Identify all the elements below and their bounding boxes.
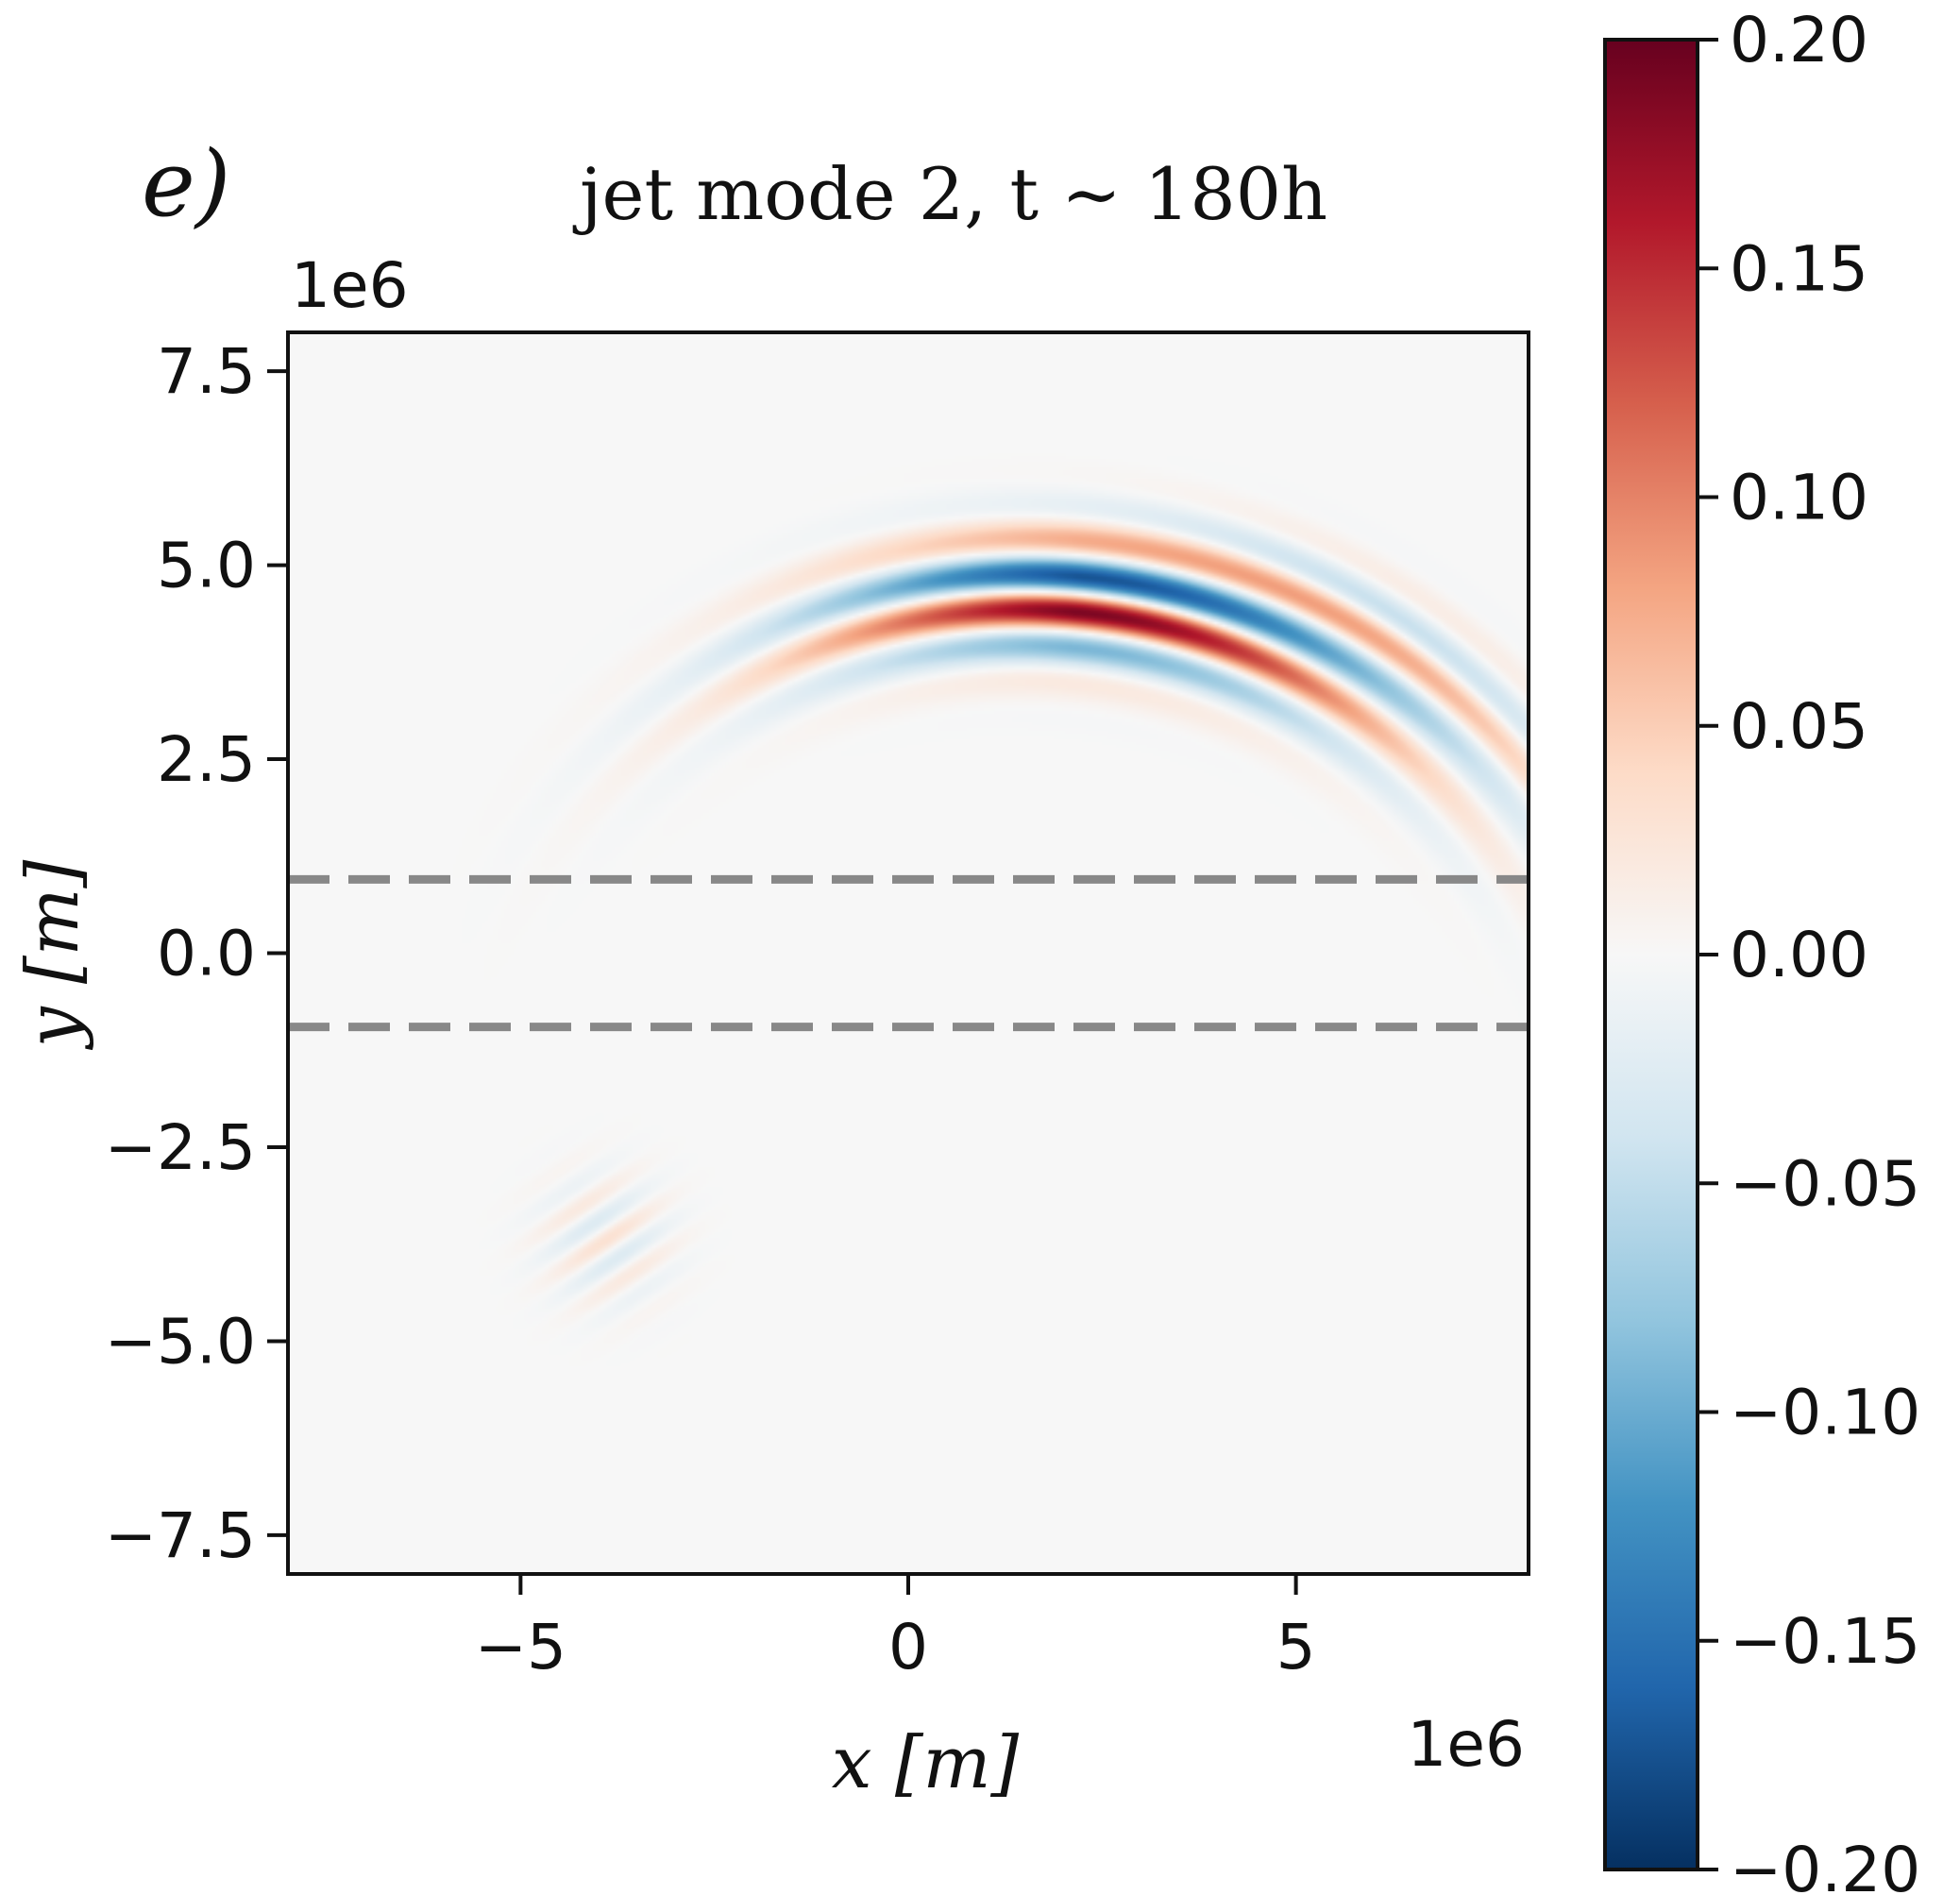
y-axis-label: y [m] xyxy=(10,859,94,1050)
x-ticks: −5 0 5 xyxy=(475,1574,1316,1684)
dashed-lines xyxy=(288,874,1529,1032)
colorbar-tick-label-7: −0.15 xyxy=(1730,1605,1920,1678)
colorbar-tick-label-4: 0.00 xyxy=(1730,919,1868,991)
y-tick-label-4: −2.5 xyxy=(105,1111,256,1184)
panel-label: e) xyxy=(142,131,230,237)
x-tick-label-2: 5 xyxy=(1276,1611,1316,1684)
y-tick-label-0: 7.5 xyxy=(157,335,256,408)
x-tick-label-1: 0 xyxy=(888,1611,928,1684)
colorbar-ticks: 0.20 0.15 0.10 0.05 0.00 −0.05 −0.10 −0.15 −0.20 xyxy=(1698,4,1920,1895)
colorbar-tick-label-5: −0.05 xyxy=(1730,1147,1920,1220)
y-offset-text: 1e6 xyxy=(291,249,409,322)
y-tick-label-5: −5.0 xyxy=(105,1305,256,1378)
colorbar-tick-label-0: 0.20 xyxy=(1730,4,1868,76)
colorbar-tick-label-6: −0.10 xyxy=(1730,1377,1920,1449)
colorbar xyxy=(1605,40,1698,1870)
x-offset-text: 1e6 xyxy=(1407,1708,1525,1781)
colorbar-tick-label-8: −0.20 xyxy=(1730,1834,1920,1895)
chart-title: jet mode 2, t ∼ 180h xyxy=(572,152,1327,236)
x-tick-label-0: −5 xyxy=(475,1611,566,1684)
colorbar-tick-label-2: 0.10 xyxy=(1730,462,1868,534)
colorbar-tick-label-1: 0.15 xyxy=(1730,232,1868,305)
y-ticks: 7.5 5.0 2.5 0.0 −2.5 −5.0 −7.5 xyxy=(105,335,288,1572)
heatmap-field xyxy=(288,332,1529,1574)
colorbar-tick-label-3: 0.05 xyxy=(1730,690,1868,763)
y-tick-label-6: −7.5 xyxy=(105,1499,256,1572)
y-tick-label-3: 0.0 xyxy=(157,918,256,990)
y-tick-label-2: 2.5 xyxy=(157,723,256,796)
y-tick-label-1: 5.0 xyxy=(157,530,256,602)
x-axis-label: x [m] xyxy=(832,1720,1020,1804)
